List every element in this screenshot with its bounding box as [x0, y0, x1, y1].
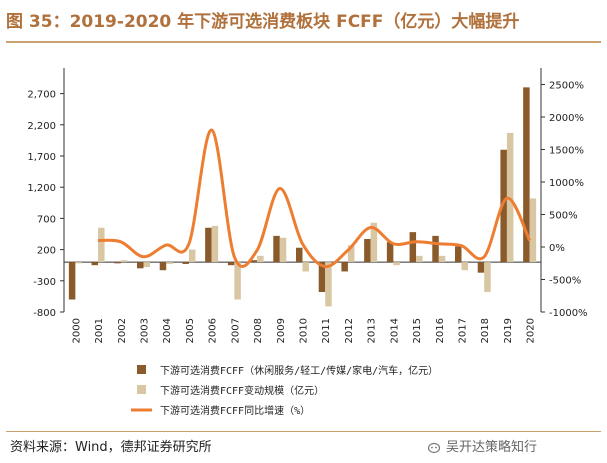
fcff-change-bar — [120, 260, 128, 263]
fcff-bar — [455, 246, 462, 263]
fcff-bar — [114, 262, 121, 264]
x-tick-label: 2010 — [299, 318, 310, 343]
fcff-bar — [227, 262, 235, 266]
x-tick-label: 2014 — [389, 318, 400, 343]
fcff-bar — [318, 262, 326, 293]
fcff-change-bar — [484, 262, 491, 293]
fcff-bar — [432, 235, 439, 263]
fcff-change-bar — [416, 255, 423, 263]
fcff-bar — [341, 262, 348, 272]
chart: -800 -300 200 700 1,200 1,700 2,200 2,700 -1000%… — [27, 68, 588, 417]
fcff-change-bar — [325, 262, 332, 307]
legend-swatch — [137, 365, 146, 374]
x-tick-label: 2018 — [480, 318, 491, 343]
fcff-bar — [137, 262, 144, 269]
fcff-change-bar — [257, 255, 264, 263]
bars — [68, 87, 537, 307]
fcff-change-bar — [211, 225, 219, 263]
fcff-bar — [159, 262, 167, 271]
x-tick-label: 2011 — [321, 318, 332, 343]
fcff-bar — [364, 238, 371, 263]
x-tick-label: 2006 — [208, 318, 219, 343]
fcff-bar — [500, 149, 507, 263]
axes: -800 -300 200 700 1,200 1,700 2,200 2,700 -1000%… — [27, 68, 588, 343]
y-right-tick-label: 2000% — [549, 113, 584, 124]
x-tick-label: 2000 — [71, 318, 82, 343]
fcff-bar — [273, 235, 280, 263]
y-left-tick-label: 200 — [37, 246, 56, 257]
x-tick-label: 2009 — [276, 318, 287, 343]
y-right-tick-label: -1000% — [549, 308, 588, 319]
fcff-bar — [205, 227, 212, 263]
legend: 下游可选消费FCFF（休闲服务/轻工/传媒/家电/汽车，亿元） 下游可选消费FCF… — [131, 364, 438, 417]
x-tick-label: 2003 — [140, 318, 151, 343]
fcff-change-bar — [438, 255, 446, 263]
fcff-bar — [477, 262, 485, 273]
x-tick-label: 2012 — [344, 318, 355, 343]
fcff-bar — [523, 87, 530, 263]
x-tick-label: 2013 — [367, 318, 378, 343]
y-left-tick-label: -800 — [33, 308, 56, 319]
fcff-change-bar — [347, 245, 355, 263]
fcff-change-bar — [234, 262, 241, 300]
y-left-tick-label: -300 — [33, 277, 56, 288]
legend-label: 下游可选消费FCFF（休闲服务/轻工/传媒/家电/汽车，亿元） — [160, 364, 438, 377]
y-right-tick-label: 1000% — [549, 178, 584, 189]
source-note: 资料来源：Wind，德邦证券研究所 — [10, 440, 212, 455]
x-tick-label: 2020 — [526, 318, 537, 343]
fcff-change-bar — [370, 222, 378, 263]
fcff-change-bar — [529, 198, 537, 263]
x-tick-label: 2004 — [162, 318, 173, 343]
x-tick-label: 2001 — [94, 318, 105, 343]
y-right-tick-label: -500% — [549, 276, 581, 287]
figure-title: 图 35：2019-2020 年下游可选消费板块 FCFF（亿元）大幅提升 — [6, 12, 520, 32]
fcff-change-bar — [143, 262, 150, 268]
fcff-change-bar — [75, 262, 82, 264]
legend-swatch — [137, 385, 146, 394]
x-tick-label: 2005 — [185, 318, 196, 343]
legend-label: 下游可选消费FCFF变动规模（亿元） — [160, 384, 324, 397]
y-left-tick-label: 2,200 — [27, 121, 56, 132]
growth-line-layer — [97, 128, 532, 269]
y-left-tick-label: 2,700 — [27, 90, 56, 101]
x-tick-label: 2008 — [253, 318, 264, 343]
x-tick-label: 2016 — [435, 318, 446, 343]
x-tick-label: 2002 — [117, 318, 128, 343]
x-tick-label: 2015 — [412, 318, 423, 343]
fcff-change-bar — [188, 249, 196, 263]
fcff-change-bar — [461, 262, 468, 271]
source-divider — [6, 431, 601, 432]
fcff-bar — [91, 262, 99, 266]
y-left-tick-label: 1,200 — [27, 183, 56, 194]
fcff-change-bar — [166, 262, 173, 264]
watermark: 吴开达策略知行 — [428, 436, 537, 455]
fcff-change-bar — [393, 262, 400, 266]
wechat-icon — [428, 442, 441, 453]
fcff-bar — [386, 242, 394, 263]
fcff-bar — [68, 262, 76, 300]
x-tick-label: 2019 — [503, 318, 514, 343]
watermark-text: 吴开达策略知行 — [446, 440, 538, 455]
fcff-change-bar — [98, 227, 105, 263]
fcff-change-bar — [302, 262, 309, 272]
y-left-tick-label: 700 — [37, 214, 56, 225]
fcff-bar — [182, 262, 189, 264]
y-right-tick-label: 0% — [549, 243, 565, 254]
title-divider — [6, 41, 601, 43]
x-tick-label: 2017 — [458, 318, 469, 343]
x-tick-label: 2007 — [230, 318, 241, 343]
fcff-bar — [250, 260, 258, 263]
y-left-tick-label: 1,700 — [27, 152, 56, 163]
fcff-change-bar — [279, 237, 287, 263]
y-right-tick-label: 500% — [549, 211, 578, 222]
y-right-tick-label: 1500% — [549, 146, 584, 157]
fcff-bar — [296, 247, 303, 263]
growth-line — [97, 128, 532, 269]
y-right-tick-label: 2500% — [549, 81, 584, 92]
fcff-bar — [409, 232, 417, 263]
legend-label: 下游可选消费FCFF同比增速（%） — [160, 404, 310, 417]
